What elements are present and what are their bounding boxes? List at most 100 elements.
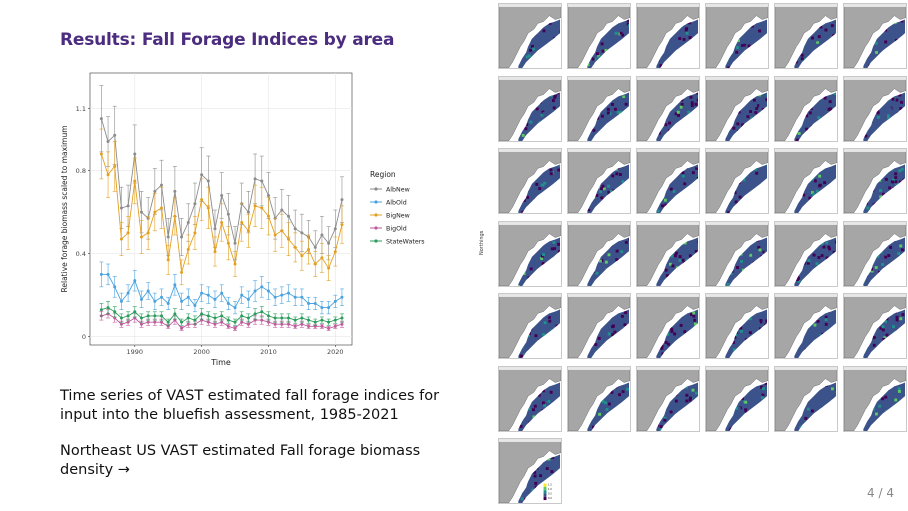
map-panel <box>636 220 700 287</box>
data-point <box>327 266 331 270</box>
density-map: 1.51.00.50.0 <box>499 439 561 503</box>
data-point <box>206 206 210 210</box>
data-point <box>119 206 123 210</box>
data-point <box>186 316 190 320</box>
y-axis-label: Relative forage biomass scaled to maximu… <box>60 125 69 292</box>
forage-index-chart: 0 0.4 0.8 1.1 1990 2000 2010 2020 Time Relative f… <box>60 72 425 365</box>
legend-key-point <box>374 239 378 243</box>
data-point <box>99 152 103 156</box>
map-panel <box>705 365 769 432</box>
data-point <box>266 289 270 293</box>
data-point <box>113 164 117 168</box>
data-point <box>213 227 217 231</box>
map-panel <box>567 3 631 69</box>
data-point <box>213 250 217 254</box>
data-point <box>213 316 217 320</box>
data-point <box>266 194 270 198</box>
data-point <box>139 316 143 320</box>
colorbar-tick-label: 0.0 <box>548 496 552 500</box>
data-point <box>340 322 344 326</box>
data-point <box>226 241 230 245</box>
density-map <box>706 294 768 358</box>
map-panel <box>843 3 907 69</box>
data-point <box>273 295 277 299</box>
map-panel <box>843 75 907 142</box>
data-point <box>126 314 130 318</box>
data-point <box>99 117 103 121</box>
density-map <box>499 366 561 431</box>
density-map <box>844 366 906 431</box>
density-map <box>706 366 768 431</box>
map-panel <box>498 75 562 142</box>
density-map <box>844 76 906 141</box>
data-point <box>213 297 217 301</box>
map-panel <box>705 220 769 287</box>
map-colorbar: 1.51.00.50.0 <box>543 483 552 501</box>
data-point <box>180 235 184 239</box>
data-point <box>106 173 110 177</box>
data-point <box>307 301 311 305</box>
x-tick-label: 2020 <box>327 348 344 356</box>
density-map <box>775 366 837 431</box>
legend-key-point <box>374 200 378 204</box>
data-point <box>200 312 204 316</box>
legend-label: BigNew <box>386 212 410 219</box>
data-point <box>233 262 237 266</box>
data-point <box>273 233 277 237</box>
data-point <box>293 245 297 249</box>
density-map <box>706 76 768 141</box>
data-point <box>333 324 337 328</box>
data-point <box>206 320 210 324</box>
data-point <box>146 320 150 324</box>
data-point <box>280 316 284 320</box>
density-map <box>568 4 630 68</box>
map-panel <box>636 148 700 214</box>
legend-item: AlbNew <box>370 186 410 193</box>
data-point <box>320 233 324 237</box>
legend-item: BigOld <box>370 225 407 232</box>
map-panel <box>498 3 562 69</box>
density-map <box>568 221 630 286</box>
data-point <box>300 295 304 299</box>
data-point <box>160 314 164 318</box>
colorbar-tick-label: 1.5 <box>548 483 552 487</box>
data-point <box>166 301 170 305</box>
data-point <box>340 316 344 320</box>
legend-item: StateWaters <box>370 238 425 245</box>
map-panel <box>498 148 562 214</box>
density-map <box>637 294 699 358</box>
data-point <box>280 322 284 326</box>
data-point <box>220 320 224 324</box>
data-point <box>193 202 197 206</box>
data-point <box>180 320 184 324</box>
data-point <box>246 297 250 301</box>
data-point <box>313 262 317 266</box>
data-point <box>113 310 117 314</box>
density-map <box>844 4 906 68</box>
data-point <box>106 140 110 144</box>
data-point <box>333 318 337 322</box>
data-point <box>246 229 250 233</box>
map-panel <box>774 220 838 287</box>
data-point <box>240 314 244 318</box>
data-point <box>266 214 270 218</box>
series-BigNew <box>99 128 344 286</box>
data-point <box>240 220 244 224</box>
data-point <box>246 210 250 214</box>
map-panel <box>636 365 700 432</box>
data-point <box>287 322 291 326</box>
map-panel <box>498 365 562 432</box>
data-point <box>327 306 331 310</box>
data-point <box>119 237 123 241</box>
map-panel <box>705 293 769 359</box>
data-point <box>266 320 270 324</box>
plot-panel <box>89 72 353 346</box>
data-point <box>300 322 304 326</box>
data-point <box>226 324 230 328</box>
data-point <box>273 316 277 320</box>
data-point <box>133 279 137 283</box>
data-point <box>226 301 230 305</box>
data-point <box>287 316 291 320</box>
data-point <box>153 320 157 324</box>
data-point <box>320 306 324 310</box>
